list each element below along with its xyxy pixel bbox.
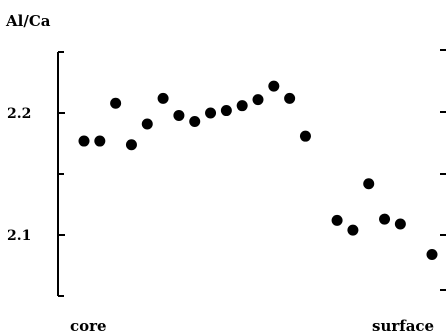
data-point: [236, 100, 248, 112]
data-point: [426, 249, 438, 261]
data-point: [157, 92, 169, 104]
y-tick-label: 2.1: [7, 228, 31, 244]
data-point: [299, 130, 311, 142]
data-point: [379, 213, 391, 225]
x-tick-label-core: core: [70, 317, 107, 335]
data-point: [78, 135, 90, 147]
data-point: [173, 109, 185, 121]
data-point: [363, 178, 375, 190]
data-point: [110, 97, 122, 109]
data-point: [189, 116, 201, 128]
data-point: [252, 94, 264, 106]
data-point: [125, 139, 137, 151]
data-point: [331, 214, 343, 226]
data-points: [78, 80, 438, 261]
data-point: [220, 105, 232, 117]
data-point: [347, 224, 359, 236]
y-tick-group: 2.1 2.2: [7, 106, 65, 244]
y-axis-label: Al/Ca: [5, 12, 51, 30]
data-point: [268, 80, 280, 92]
data-point: [284, 92, 296, 104]
data-point: [141, 118, 153, 130]
y-tick-label: 2.2: [7, 106, 31, 122]
data-point: [205, 107, 217, 119]
data-point: [94, 135, 106, 147]
x-tick-label-surface: surface: [372, 317, 434, 335]
data-point: [394, 218, 406, 230]
